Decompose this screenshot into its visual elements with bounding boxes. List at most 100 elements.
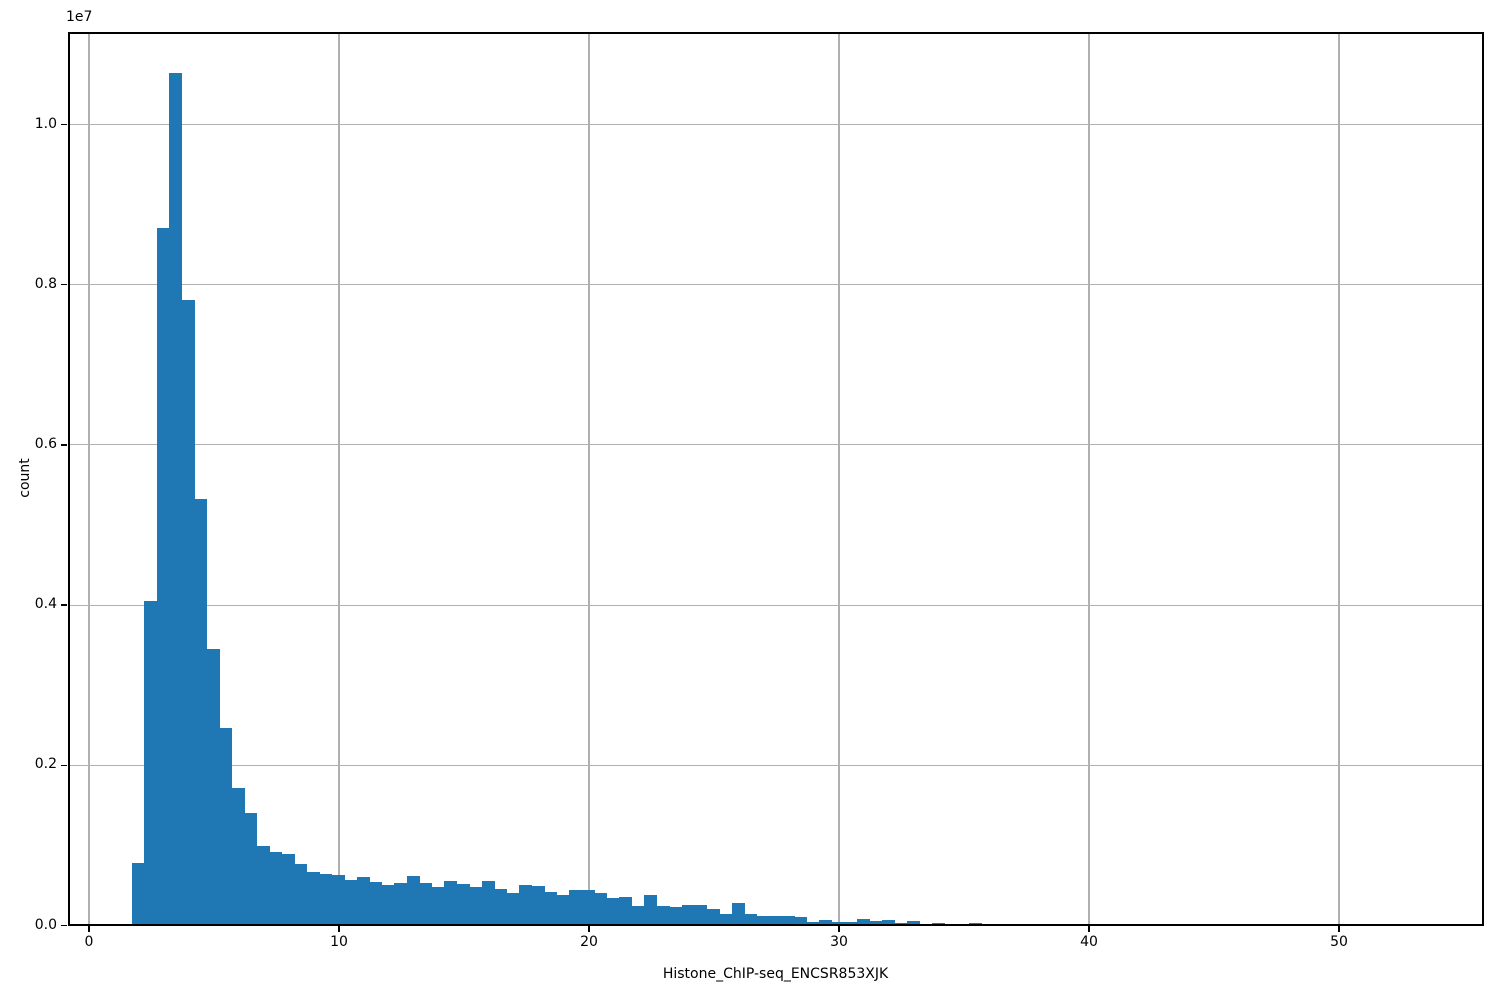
histogram-bar (219, 727, 233, 926)
y-gridline (67, 444, 1484, 446)
x-tick-mark (1338, 925, 1340, 932)
y-tick-mark (61, 444, 67, 446)
y-tick-mark (61, 604, 67, 606)
histogram-bar (981, 925, 995, 926)
histogram-bar (894, 922, 908, 926)
histogram-bar (269, 851, 283, 926)
x-tick-label: 50 (1330, 933, 1348, 950)
x-tick-label: 30 (830, 933, 848, 950)
histogram-bar (744, 913, 758, 926)
histogram-bar (731, 903, 745, 926)
histogram-bar (381, 884, 395, 926)
plot-border (67, 31, 1484, 926)
histogram-bar (169, 73, 183, 926)
histogram-bar (181, 299, 195, 926)
histogram-bar (494, 889, 508, 926)
histogram-bar (644, 895, 658, 926)
y-tick-label: 0.2 (34, 756, 57, 773)
histogram-bar (419, 883, 433, 926)
histogram-bar (906, 921, 920, 926)
histogram-bar (469, 887, 483, 926)
histogram-bar (581, 890, 595, 926)
x-tick-label: 40 (1080, 933, 1098, 950)
x-gridline (88, 31, 90, 926)
histogram-bar (156, 227, 170, 926)
y-tick-label: 1.0 (34, 115, 57, 132)
histogram-bar (394, 883, 408, 926)
x-tick-label: 10 (330, 933, 348, 950)
x-tick-label: 20 (580, 933, 598, 950)
histogram-bar (756, 915, 770, 926)
histogram-bar (131, 863, 145, 926)
x-tick-mark (1088, 925, 1090, 932)
y-tick-label: 0.6 (34, 435, 57, 452)
histogram-bar (781, 915, 795, 926)
histogram-bar (319, 874, 333, 926)
x-tick-mark (88, 925, 90, 932)
x-gridline (838, 31, 840, 926)
histogram-bar (556, 895, 570, 926)
histogram-bar (669, 907, 683, 926)
histogram-bar (631, 906, 645, 926)
histogram-bar (281, 854, 295, 926)
y-tick-mark (61, 123, 67, 126)
histogram-bar (294, 863, 308, 926)
x-axis-label: Histone_ChIP-seq_ENCSR853XJK (662, 966, 889, 982)
histogram-bar (819, 920, 833, 926)
histogram-bar (256, 846, 270, 926)
histogram-bar (719, 913, 733, 926)
histogram-plot-area (67, 31, 1484, 927)
x-gridline (588, 31, 590, 926)
y-gridline (67, 764, 1484, 766)
histogram-bar (569, 890, 583, 926)
histogram-bar (306, 871, 320, 926)
histogram-bar (681, 905, 695, 926)
y-axis-offset-text: 1e7 (66, 9, 93, 25)
histogram-bar (869, 921, 883, 926)
histogram-bar (619, 896, 633, 926)
x-tick-mark (338, 925, 340, 932)
histogram-bar (194, 498, 208, 926)
x-tick-label: 0 (84, 933, 94, 950)
histogram-bar (944, 924, 958, 926)
histogram-bar (444, 881, 458, 926)
y-tick-mark (61, 924, 67, 927)
histogram-bar (769, 915, 783, 926)
histogram-bar (606, 898, 620, 926)
x-tick-mark (588, 925, 590, 932)
histogram-bar (856, 918, 870, 926)
histogram-bar (956, 924, 970, 926)
histogram-bar (806, 921, 820, 926)
histogram-bar (794, 916, 808, 926)
y-gridline (67, 284, 1484, 286)
histogram-bar (931, 923, 945, 926)
y-tick-label: 0.4 (34, 596, 57, 613)
histogram-bar (969, 923, 983, 926)
histogram-bar (344, 879, 358, 926)
histogram-bar (881, 920, 895, 926)
histogram-bar (356, 876, 370, 926)
x-tick-mark (838, 925, 840, 932)
y-tick-mark (61, 283, 67, 286)
histogram-bar (506, 892, 520, 926)
histogram-bar (531, 886, 545, 926)
histogram-bar (144, 601, 158, 926)
y-tick-mark (61, 764, 67, 767)
histogram-bar (919, 923, 933, 926)
histogram-bar (406, 875, 420, 926)
y-tick-label: 0.0 (34, 916, 57, 933)
histogram-bar (331, 875, 345, 926)
histogram-bar (844, 921, 858, 926)
histogram-bar (831, 921, 845, 926)
x-gridline (1088, 31, 1090, 926)
y-gridline (67, 123, 1484, 126)
x-gridline (338, 31, 340, 926)
histogram-bar (706, 909, 720, 926)
y-tick-label: 0.8 (34, 275, 57, 292)
histogram-bar (544, 891, 558, 926)
x-gridline (1338, 31, 1340, 926)
histogram-bar (206, 649, 220, 926)
histogram-bar (481, 881, 495, 926)
histogram-bar (244, 813, 258, 926)
